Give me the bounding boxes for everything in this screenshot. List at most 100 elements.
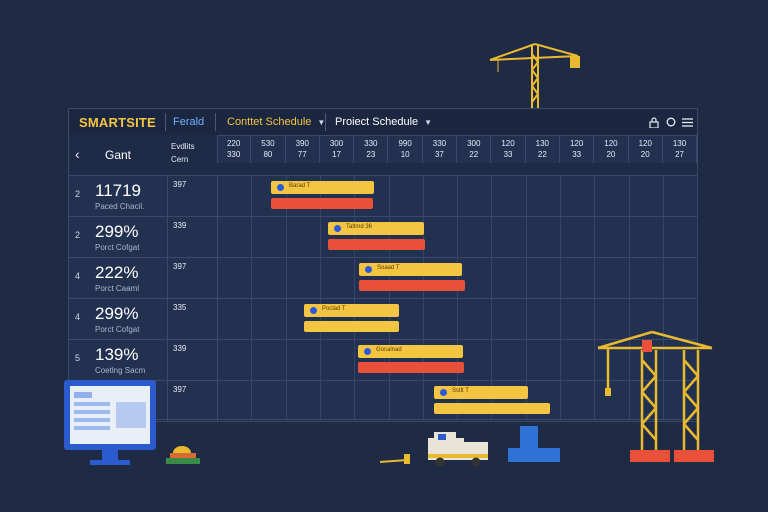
task-bar[interactable]: Soaad T <box>359 263 462 276</box>
gantt-row[interactable]: 2 11719 Paced Chacil. 397 Barad T <box>69 175 697 217</box>
timeline-column-header: 300 17 <box>320 135 355 163</box>
monitor-illustration <box>64 380 156 465</box>
timeline-column-label-top: 330 <box>364 139 378 148</box>
progress-bar[interactable] <box>304 321 399 332</box>
row-value: 11719 <box>95 181 142 200</box>
task-bar-label: Sstlt T <box>452 388 469 394</box>
timeline-column-label-bottom: 17 <box>332 150 341 159</box>
row-caption: Porct Cofgat <box>95 243 140 252</box>
crane-illustration-bottom <box>597 330 714 462</box>
schedule-dropdown-label: Conttet Schedule <box>227 116 312 128</box>
row-index: 4 <box>75 271 81 281</box>
task-bar-label: Poclad T <box>322 306 346 312</box>
row-category: 339 <box>167 216 218 257</box>
row-category-value: 397 <box>173 385 187 394</box>
timeline-column-header: 530 80 <box>251 135 286 163</box>
timeline-column-header: 120 20 <box>594 135 629 163</box>
row-summary: 5 139% Coetlng Sacm <box>69 339 168 380</box>
timeline-column-label-top: 120 <box>569 139 584 148</box>
gantt-header: ‹ Gant <box>69 135 168 176</box>
task-bar[interactable]: Gocalnad <box>358 345 463 358</box>
task-bar[interactable]: Taltmd 36 <box>328 222 424 235</box>
tool-illustration <box>380 454 410 464</box>
timeline-column-header: 390 77 <box>286 135 320 163</box>
timeline-column-label-top: 300 <box>329 139 344 148</box>
chevron-down-icon: ▼ <box>424 118 433 127</box>
task-bar-label: Barad T <box>289 183 311 189</box>
toolbar: SMARTSITE Ferald Conttet Schedule ▼ Proie… <box>69 109 697 136</box>
row-index: 5 <box>75 353 81 363</box>
timeline-subheader <box>217 163 697 176</box>
timeline-column-label-bottom: 23 <box>366 150 376 159</box>
back-chevron-icon[interactable]: ‹ <box>75 146 80 162</box>
timeline-column-label-bottom: 20 <box>640 150 650 159</box>
timeline-column-label-bottom: 80 <box>263 150 273 159</box>
task-status-icon <box>334 225 341 232</box>
timeline-column-header: 220 330 <box>217 135 252 163</box>
gantt-row[interactable]: 2 299% Porct Cofgat 339 Taltmd 36 <box>69 216 697 258</box>
timeline-column-label-top: 330 <box>432 139 447 148</box>
gantt-row[interactable]: 397 Sstlt T <box>69 380 697 422</box>
gantt-row[interactable]: 4 222% Porct Caaml 397 Soaad T <box>69 257 697 299</box>
timeline-column-label-top: 130 <box>672 139 687 148</box>
task-status-icon <box>364 348 371 355</box>
timeline-column-label-bottom: 77 <box>297 150 307 159</box>
task-bar[interactable]: Sstlt T <box>434 386 528 399</box>
page-title: Gant <box>105 148 132 162</box>
chevron-down-icon: ▼ <box>317 118 326 127</box>
menu-icon[interactable] <box>682 118 693 127</box>
row-category-value: 339 <box>173 344 187 353</box>
blocks-illustration <box>508 426 560 462</box>
row-caption: Coetlng Sacm <box>95 366 146 375</box>
progress-bar[interactable] <box>434 403 550 414</box>
period-label[interactable]: Ferald <box>173 116 205 128</box>
timeline-column-label-top: 990 <box>398 139 412 148</box>
toolbar-divider <box>215 113 216 131</box>
timeline-column-header: 120 33 <box>491 135 526 163</box>
row-index: 2 <box>75 230 81 240</box>
progress-bar[interactable] <box>359 280 465 291</box>
timeline-column-label-top: 530 <box>261 139 275 148</box>
timeline-column-header: 120 33 <box>560 135 595 163</box>
project-schedule-dropdown[interactable]: Proiect Schedule ▼ <box>335 115 432 129</box>
gantt-row[interactable]: 4 299% Porct Cofgat 335 Poclad T <box>69 298 697 340</box>
timeline-column-label-top: 220 <box>226 139 241 148</box>
row-summary <box>69 380 168 421</box>
row-value: 139% <box>95 345 139 364</box>
task-bar[interactable]: Barad T <box>271 181 374 194</box>
crane-illustration-top <box>489 43 580 108</box>
row-category-value: 339 <box>173 221 187 230</box>
task-status-icon <box>310 307 317 314</box>
circle-icon[interactable] <box>666 117 676 127</box>
timeline-column-label-bottom: 33 <box>572 150 582 159</box>
row-category-value: 397 <box>173 180 187 189</box>
gantt-app-window: SMARTSITE Ferald Conttet Schedule ▼ Proie… <box>68 108 699 422</box>
lock-icon[interactable] <box>649 117 659 128</box>
category-header-line2: Cern <box>171 155 189 164</box>
row-category: 397 <box>167 257 218 298</box>
row-index: 2 <box>75 189 81 199</box>
progress-bar[interactable] <box>271 198 373 209</box>
progress-bar[interactable] <box>358 362 464 373</box>
progress-bar[interactable] <box>328 239 425 250</box>
timeline-column-header: 330 23 <box>354 135 389 163</box>
timeline-column-label-top: 390 <box>295 139 309 148</box>
hardhat-illustration <box>166 446 200 464</box>
timeline-column-label-bottom: 330 <box>226 150 241 159</box>
timeline-column-header: 130 22 <box>526 135 560 163</box>
schedule-dropdown[interactable]: Conttet Schedule ▼ <box>227 115 325 129</box>
gantt-row[interactable]: 5 139% Coetlng Sacm 339 Gocalnad <box>69 339 697 381</box>
category-header-line1: Evdlits <box>171 142 195 151</box>
timeline-column-label-bottom: 22 <box>537 150 547 159</box>
row-value: 299% <box>95 222 139 241</box>
task-bar-label: Soaad T <box>377 265 400 271</box>
timeline-column-label-top: 120 <box>638 139 652 148</box>
timeline-column-label-bottom: 33 <box>503 150 513 159</box>
row-summary: 4 222% Porct Caaml <box>69 257 168 298</box>
row-category: 335 <box>167 298 218 339</box>
task-bar-label: Gocalnad <box>376 347 402 353</box>
timeline-column-header: 120 20 <box>629 135 663 163</box>
row-caption: Porct Caaml <box>95 284 140 293</box>
timeline-gridline <box>697 175 699 421</box>
task-bar[interactable]: Poclad T <box>304 304 399 317</box>
